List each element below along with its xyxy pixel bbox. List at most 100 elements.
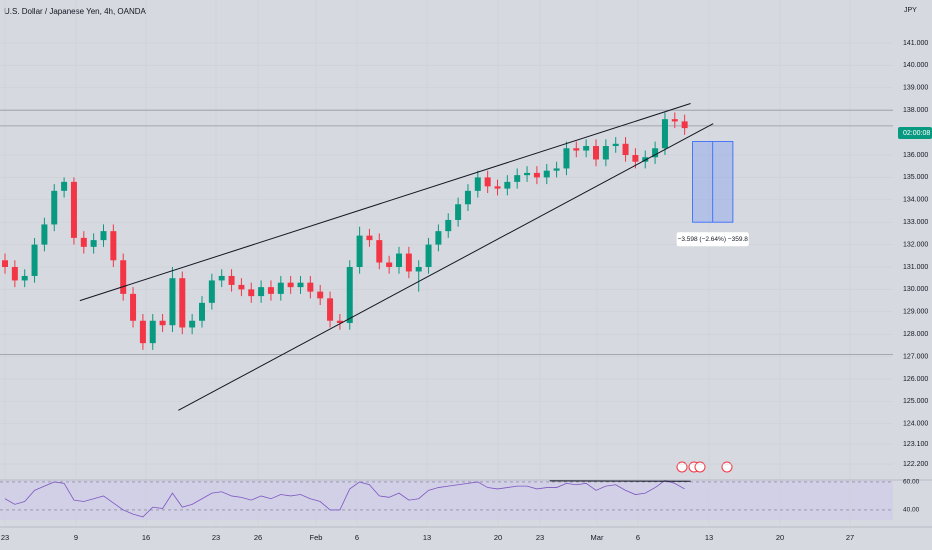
candle-body bbox=[504, 181, 511, 189]
candle-body bbox=[356, 235, 363, 267]
candle-body bbox=[287, 282, 294, 288]
candle-body bbox=[533, 172, 540, 178]
y-tick-label: 133.000 bbox=[903, 219, 928, 226]
candle-body bbox=[80, 237, 87, 247]
candle-body bbox=[652, 148, 659, 158]
x-tick-label: 27 bbox=[846, 533, 854, 542]
x-tick-label: 13 bbox=[423, 533, 431, 542]
candle-body bbox=[41, 224, 48, 245]
x-tick-label: 6 bbox=[636, 533, 640, 542]
candle-body bbox=[553, 168, 560, 171]
countdown: 02:00:08 bbox=[903, 130, 930, 137]
candle-body bbox=[346, 266, 353, 323]
rsi-tick-label: 60.00 bbox=[903, 479, 920, 486]
candle-body bbox=[543, 170, 550, 178]
candle-body bbox=[21, 275, 28, 281]
candle-body bbox=[179, 278, 186, 328]
candle-body bbox=[228, 275, 235, 285]
trend-line bbox=[178, 123, 714, 411]
candle-body bbox=[415, 266, 422, 272]
candle-body bbox=[258, 287, 265, 297]
candle-body bbox=[366, 235, 373, 241]
candle-body bbox=[474, 177, 481, 191]
y-tick-label: 129.000 bbox=[903, 309, 928, 316]
candle-body bbox=[159, 320, 166, 326]
candle-body bbox=[238, 284, 245, 290]
candle-body bbox=[31, 244, 38, 276]
candle-body bbox=[307, 282, 314, 292]
candle-body bbox=[297, 282, 304, 288]
candle-body bbox=[593, 146, 599, 160]
candle-body bbox=[671, 119, 678, 122]
candle-body bbox=[494, 186, 501, 189]
candle-body bbox=[100, 231, 107, 241]
candle-body bbox=[484, 177, 491, 187]
y-tick-label: 131.000 bbox=[903, 264, 928, 271]
chart-title: U.S. Dollar / Japanese Yen, 4h, OANDA bbox=[4, 7, 147, 16]
candle-body bbox=[455, 204, 462, 220]
y-tick-label: 127.000 bbox=[903, 353, 928, 360]
candle-body bbox=[90, 240, 97, 247]
y-tick-label: 122.200 bbox=[903, 461, 928, 468]
y-tick-label: 132.000 bbox=[903, 241, 928, 248]
y-tick-label: 135.000 bbox=[903, 174, 928, 181]
x-tick-label: 20 bbox=[494, 533, 502, 542]
candle-body bbox=[61, 181, 68, 191]
candle-body bbox=[169, 278, 176, 326]
x-tick-label: 26 bbox=[254, 533, 262, 542]
candle-body bbox=[248, 289, 255, 297]
y-tick-label: 138.000 bbox=[903, 107, 928, 114]
trend-line bbox=[79, 103, 691, 302]
x-tick-label: 23 bbox=[212, 533, 220, 542]
candle-body bbox=[218, 275, 225, 281]
candle-body bbox=[376, 240, 383, 263]
y-tick-label: 125.000 bbox=[903, 398, 928, 405]
candle-body bbox=[514, 175, 521, 182]
candle-body bbox=[189, 320, 196, 328]
y-tick-label: 139.000 bbox=[903, 85, 928, 92]
measure-label-box bbox=[676, 232, 749, 247]
x-tick-label: Mar bbox=[591, 533, 604, 542]
candle-body bbox=[139, 320, 146, 344]
x-tick-label: 23 bbox=[536, 533, 544, 542]
candle-body bbox=[386, 262, 393, 267]
y-tick-label: 140.000 bbox=[903, 62, 928, 69]
y-tick-label: 126.000 bbox=[903, 376, 928, 383]
candle-body bbox=[661, 119, 668, 149]
candle-body bbox=[130, 293, 137, 321]
candle-body bbox=[110, 231, 117, 261]
candle-body bbox=[208, 280, 215, 303]
x-tick-label: 23 bbox=[1, 533, 9, 542]
measure-label: −3.598 (−2.64%) −359.8 bbox=[678, 236, 749, 243]
x-tick-label: 16 bbox=[142, 533, 150, 542]
candle-body bbox=[464, 190, 471, 205]
candle-body bbox=[612, 143, 619, 147]
y-tick-label: 141.000 bbox=[903, 40, 928, 47]
y-tick-label: 134.000 bbox=[903, 197, 928, 204]
candle-body bbox=[327, 298, 334, 321]
y-tick-label: 124.000 bbox=[903, 421, 928, 428]
candle-body bbox=[405, 253, 412, 272]
countdown-box bbox=[898, 127, 932, 139]
x-tick-label: 13 bbox=[705, 533, 713, 542]
candle-body bbox=[642, 157, 649, 162]
candle-body bbox=[149, 320, 156, 344]
event-icons bbox=[676, 461, 733, 473]
candle-body bbox=[435, 231, 442, 245]
rsi-tick-label: 40.00 bbox=[903, 507, 920, 514]
x-tick-label: Feb bbox=[310, 533, 323, 542]
currency: JPY bbox=[904, 7, 917, 14]
candle-body bbox=[622, 143, 629, 155]
y-tick-label: 136.000 bbox=[903, 152, 928, 159]
y-tick-label: 123.100 bbox=[903, 441, 928, 448]
x-tick-label: 20 bbox=[776, 533, 784, 542]
candle-body bbox=[632, 154, 639, 162]
x-tick-label: 9 bbox=[74, 533, 78, 542]
candle-body bbox=[336, 320, 343, 323]
candle-body bbox=[583, 146, 590, 151]
candle-body bbox=[317, 291, 324, 299]
candle-body bbox=[445, 219, 452, 232]
candle-body bbox=[563, 148, 570, 169]
candle-body bbox=[2, 260, 8, 267]
